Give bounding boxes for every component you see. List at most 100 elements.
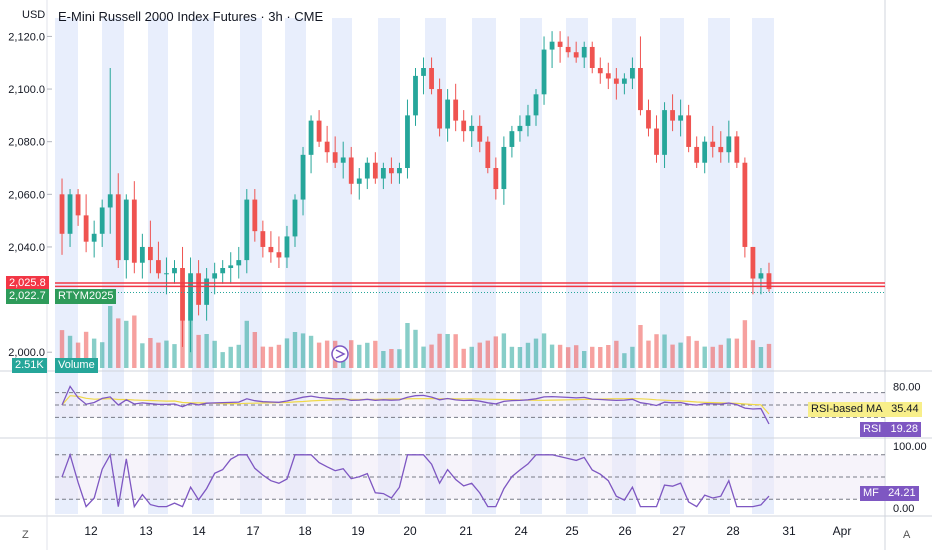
- volume-bar: [622, 353, 627, 368]
- candles: [59, 31, 772, 353]
- candle-body: [252, 199, 258, 232]
- session-band: [708, 18, 730, 514]
- candle-body: [99, 207, 105, 234]
- x-tick-label: 28: [726, 524, 740, 538]
- candle-body: [589, 46, 595, 68]
- session-band: [55, 18, 78, 514]
- candle-body: [308, 120, 314, 155]
- candle-body: [180, 268, 185, 321]
- candle-body: [413, 75, 418, 116]
- volume-bar: [766, 343, 772, 368]
- session-band: [332, 18, 352, 514]
- volume-bar: [638, 325, 643, 368]
- rsi-ma-line: [61, 395, 770, 415]
- candle-body: [348, 157, 354, 184]
- candle-body: [364, 162, 370, 179]
- volume-bar: [252, 332, 258, 368]
- volume-bar: [646, 340, 651, 368]
- volume-bar: [405, 323, 410, 368]
- candle-body: [646, 110, 651, 129]
- volume-bar: [590, 346, 595, 368]
- volume-bar: [164, 340, 169, 368]
- candle-body: [372, 162, 378, 179]
- y-tick-label: 2,000.0: [8, 347, 45, 359]
- session-band: [612, 18, 636, 514]
- session-band: [752, 18, 774, 514]
- candle-body: [461, 120, 467, 132]
- volume-bar: [453, 334, 458, 368]
- x-tick-label: 26: [618, 524, 632, 538]
- session-band: [240, 18, 262, 514]
- volume-bar: [549, 344, 555, 368]
- volume-bar: [445, 334, 450, 368]
- candle-body: [597, 68, 603, 74]
- candle-body: [260, 231, 266, 247]
- volume-bar: [702, 346, 707, 368]
- candle-body: [581, 46, 587, 58]
- volume-bar: [501, 333, 507, 368]
- currency-label: USD: [22, 9, 46, 21]
- volume-bar: [204, 334, 209, 368]
- candle-body: [115, 194, 121, 261]
- candle-body: [356, 178, 362, 184]
- volume-bar: [228, 346, 233, 368]
- volume-bar: [565, 347, 571, 368]
- volume-bar: [389, 349, 394, 368]
- volume-bar: [148, 338, 153, 368]
- candle-body: [710, 141, 716, 147]
- volume-bar: [437, 333, 442, 368]
- candle-body: [244, 199, 250, 261]
- session-band: [102, 18, 124, 514]
- volume-bar: [670, 344, 675, 368]
- candle-body: [284, 236, 290, 258]
- candle-body: [718, 146, 724, 153]
- volume-bar: [316, 342, 322, 368]
- candle-body: [453, 99, 459, 121]
- auto-scale-button[interactable]: A: [903, 529, 911, 541]
- volume-bar: [726, 338, 732, 368]
- volume-bar: [300, 333, 306, 368]
- volume-bar: [758, 347, 764, 368]
- volume-bar: [573, 345, 579, 368]
- candle-body: [742, 162, 748, 247]
- candle-body: [156, 260, 161, 274]
- volume-bar: [324, 340, 330, 368]
- volume-bar: [614, 340, 619, 368]
- candle-body: [147, 246, 153, 261]
- volume-bar: [75, 342, 81, 368]
- candle-body: [292, 199, 298, 237]
- candle-body: [509, 131, 515, 147]
- x-tick-label: 27: [672, 524, 686, 538]
- volume-bar: [557, 344, 563, 368]
- candle-body: [485, 141, 491, 168]
- x-tick-label: 25: [565, 524, 579, 538]
- candle-body: [605, 73, 611, 79]
- candle-body: [91, 233, 97, 242]
- candle-body: [268, 246, 274, 253]
- x-tick-label: 24: [514, 524, 528, 538]
- volume-bar: [116, 318, 121, 368]
- candle-body: [517, 125, 523, 132]
- volume-bar: [373, 340, 378, 368]
- volume-bar: [365, 342, 370, 368]
- volume-bar: [156, 342, 161, 368]
- candle-body: [533, 94, 539, 116]
- candle-body: [750, 246, 756, 279]
- replay-icon-arrow: [335, 349, 346, 359]
- candle-body: [123, 199, 129, 261]
- candle-body: [445, 99, 451, 129]
- volume-bar: [244, 320, 249, 368]
- volume-bar: [268, 346, 274, 368]
- candle-body: [83, 215, 89, 242]
- candle-body: [654, 128, 659, 155]
- candle-body: [758, 273, 764, 279]
- candle-body: [662, 110, 667, 155]
- y-tick-label: 2,100.0: [8, 84, 45, 96]
- candle-body: [324, 141, 330, 153]
- timezone-button[interactable]: Z: [22, 529, 29, 541]
- candle-body: [300, 154, 306, 200]
- session-band: [472, 18, 496, 514]
- volume-bar: [461, 348, 466, 368]
- volume-label-tag: Volume: [55, 358, 98, 373]
